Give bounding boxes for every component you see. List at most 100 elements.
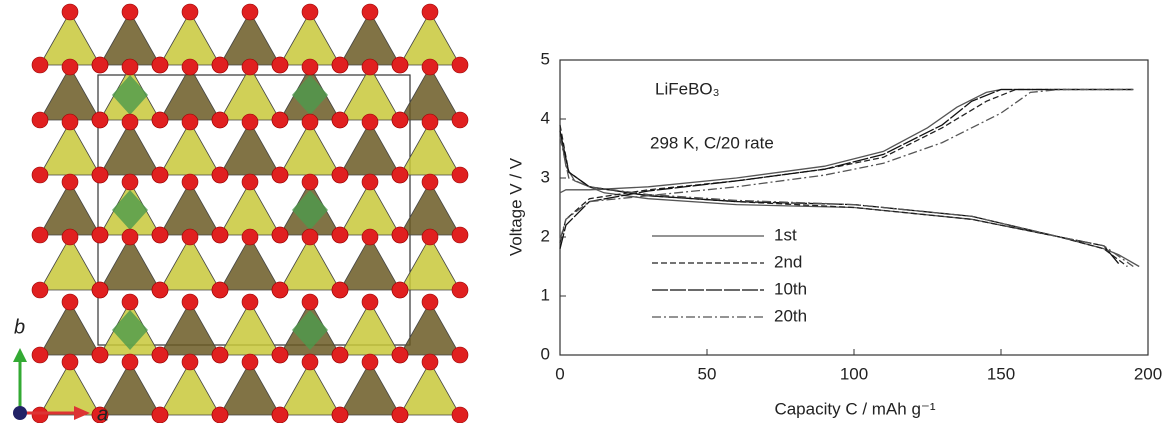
- oxygen-atom: [61, 293, 79, 311]
- oxygen-atom: [301, 353, 319, 371]
- oxygen-atom: [361, 58, 379, 76]
- polyhedron: [112, 75, 148, 115]
- oxygen-atom: [31, 406, 49, 424]
- oxygen-atom: [151, 166, 169, 184]
- polyhedron: [292, 75, 328, 115]
- oxygen-atom: [271, 346, 289, 364]
- polyhedron: [279, 361, 341, 416]
- oxygen-atom: [211, 281, 229, 299]
- polyhedron: [339, 236, 401, 291]
- oxygen-atom: [241, 173, 259, 191]
- oxygen-atom: [151, 406, 169, 424]
- oxygen-atom: [301, 293, 319, 311]
- oxygen-atom: [121, 3, 139, 21]
- oxygen-atom: [331, 166, 349, 184]
- legend-label: 20th: [774, 306, 807, 325]
- oxygen-atom: [181, 113, 199, 131]
- oxygen-atom: [31, 281, 49, 299]
- oxygen-atom: [31, 56, 49, 74]
- oxygen-atom: [421, 173, 439, 191]
- oxygen-atom: [361, 173, 379, 191]
- oxygen-atom: [391, 56, 409, 74]
- a-label: a: [97, 403, 108, 423]
- oxygen-atom: [271, 56, 289, 74]
- oxygen-atom: [31, 166, 49, 184]
- polyhedron: [112, 190, 148, 230]
- oxygen-atom: [301, 113, 319, 131]
- oxygen-atom: [271, 281, 289, 299]
- oxygen-atom: [151, 226, 169, 244]
- oxygen-atom: [421, 293, 439, 311]
- oxygen-atom: [61, 113, 79, 131]
- oxygen-atom: [91, 111, 109, 129]
- oxygen-atom: [211, 346, 229, 364]
- oxygen-atom: [451, 281, 469, 299]
- oxygen-atom: [181, 58, 199, 76]
- polyhedron: [219, 236, 281, 291]
- oxygen-atom: [451, 346, 469, 364]
- oxygen-atom: [61, 228, 79, 246]
- oxygen-atom: [241, 353, 259, 371]
- oxygen-atom: [361, 228, 379, 246]
- oxygen-atom: [91, 56, 109, 74]
- oxygen-atom: [361, 293, 379, 311]
- oxygen-atom: [301, 228, 319, 246]
- oxygen-atom: [211, 166, 229, 184]
- oxygen-atom: [361, 3, 379, 21]
- oxygen-atom: [151, 56, 169, 74]
- oxygen-atom: [151, 281, 169, 299]
- x-axis-label: Capacity C / mAh g⁻¹: [774, 399, 935, 418]
- oxygen-atom: [121, 173, 139, 191]
- series-line: [559, 88, 1140, 268]
- oxygen-atom: [241, 228, 259, 246]
- oxygen-atom: [121, 228, 139, 246]
- oxygen-atom: [331, 346, 349, 364]
- oxygen-atom: [391, 281, 409, 299]
- oxygen-atom: [181, 228, 199, 246]
- oxygen-atom: [211, 56, 229, 74]
- oxygen-atom: [301, 173, 319, 191]
- oxygen-atom: [391, 226, 409, 244]
- oxygen-atom: [91, 166, 109, 184]
- oxygen-atom: [241, 3, 259, 21]
- oxygen-atom: [391, 111, 409, 129]
- oxygen-atom: [241, 58, 259, 76]
- oxygen-atom: [421, 3, 439, 21]
- oxygen-atom: [421, 58, 439, 76]
- polyhedron: [399, 361, 461, 416]
- oxygen-atom: [61, 3, 79, 21]
- oxygen-atom: [301, 58, 319, 76]
- oxygen-atom: [421, 228, 439, 246]
- polyhedron: [219, 361, 281, 416]
- polyhedron: [39, 236, 101, 291]
- oxygen-atom: [331, 226, 349, 244]
- y-tick-label: 5: [541, 49, 550, 68]
- polyhedron: [292, 310, 328, 350]
- polyhedron: [292, 190, 328, 230]
- oxygen-atom: [451, 406, 469, 424]
- oxygen-atom: [91, 346, 109, 364]
- series-line: [559, 88, 1134, 268]
- oxygen-atom: [181, 353, 199, 371]
- polyhedron: [159, 236, 221, 291]
- a-arrowhead: [74, 406, 90, 420]
- oxygen-atom: [151, 346, 169, 364]
- oxygen-atom: [31, 346, 49, 364]
- axis-indicator: b a: [13, 316, 108, 425]
- y-tick-label: 3: [541, 167, 550, 186]
- oxygen-atom: [151, 111, 169, 129]
- legend-label: 10th: [774, 279, 807, 298]
- x-tick-label: 150: [987, 364, 1015, 383]
- oxygen-atom: [211, 406, 229, 424]
- polyhedron: [99, 361, 161, 416]
- oxygen-atom: [271, 166, 289, 184]
- x-tick-label: 200: [1134, 364, 1162, 383]
- oxygen-atom: [181, 3, 199, 21]
- y-tick-label: 2: [541, 226, 550, 245]
- series-line: [559, 88, 1134, 268]
- oxygen-atom: [241, 293, 259, 311]
- y-tick-label: 4: [541, 108, 550, 127]
- oxygen-atom: [61, 173, 79, 191]
- polyhedron: [399, 236, 461, 291]
